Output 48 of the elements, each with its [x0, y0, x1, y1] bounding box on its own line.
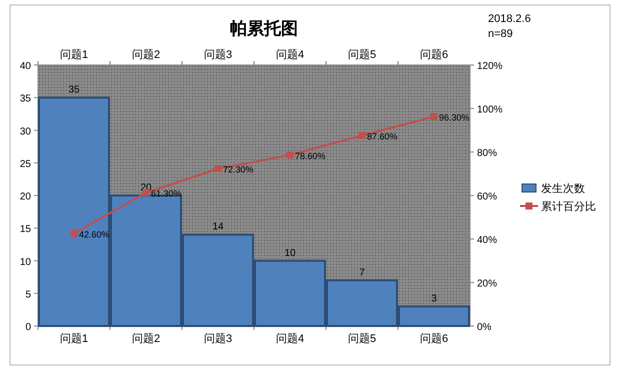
data-label: 14	[212, 222, 224, 233]
y-tick-label: 15	[20, 224, 32, 236]
y-tick-label: 20	[20, 192, 32, 202]
y-tick-label: 35	[20, 94, 32, 105]
x-tick-label: 问题1	[60, 49, 88, 61]
x-tick-label: 问题3	[204, 49, 232, 61]
y2-tick-label: 80%	[477, 148, 498, 159]
legend-label: 累计百分比	[541, 200, 596, 213]
category-label: 问题4	[276, 333, 304, 345]
text: n=89	[488, 28, 513, 40]
y-tick-label: 40	[20, 61, 32, 72]
point	[430, 113, 438, 120]
y2-tick-label: 20%	[477, 278, 498, 290]
y-tick-label: 25	[20, 158, 32, 170]
point	[358, 132, 366, 139]
y2-tick-label: 120%	[477, 61, 503, 72]
y2-tick-label: 0%	[477, 322, 492, 333]
point	[286, 152, 294, 159]
y-tick-label: 0	[25, 322, 32, 333]
y-tick-label: 30	[20, 126, 32, 138]
data-label: 87.60%	[367, 131, 398, 142]
x-tick-label: 问题5	[348, 49, 376, 61]
data-label: 78.60%	[295, 151, 326, 162]
legend-label: 发生次数	[541, 182, 585, 195]
y2-tick-label: 100%	[477, 104, 503, 116]
category-label: 问题1	[60, 333, 88, 345]
category-label: 问题5	[348, 333, 376, 345]
data-label: 72.30%	[223, 164, 254, 175]
data-label: 42.60%	[79, 229, 110, 240]
x-tick-label: 问题4	[276, 49, 304, 61]
category-label: 问题3	[204, 333, 232, 345]
data-label: 35	[68, 84, 80, 96]
y-tick-label: 5	[25, 289, 32, 300]
data-label: 3	[431, 293, 438, 304]
category-label: 问题6	[420, 333, 448, 345]
y2-tick-label: 60%	[477, 192, 498, 202]
point	[214, 165, 222, 172]
data-label: 96.30%	[439, 112, 470, 123]
data-label: 7	[359, 267, 366, 278]
data-label: 10	[284, 248, 296, 259]
x-tick-label: 问题2	[132, 49, 160, 61]
point	[70, 230, 78, 237]
category-label: 问题2	[132, 333, 160, 345]
y-tick-label: 10	[20, 256, 32, 268]
chart-title: 帕累托图	[230, 19, 298, 38]
y2-tick-label: 40%	[477, 235, 498, 246]
text: 2018.2.6	[488, 13, 531, 25]
x-tick-label: 问题6	[420, 49, 448, 61]
